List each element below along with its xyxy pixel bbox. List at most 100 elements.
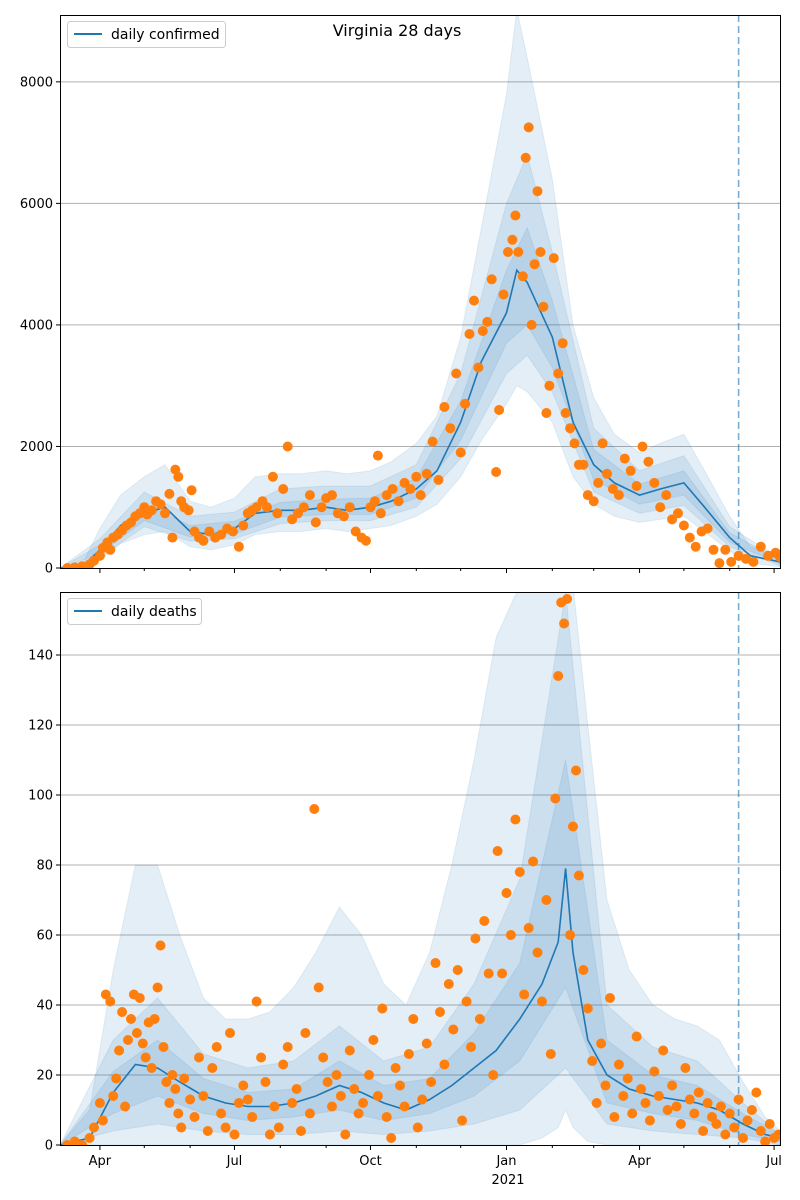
bot-x-tick-label: Apr [89,1154,112,1169]
bot-observed-point [760,1136,771,1145]
bot-observed-point [167,1070,178,1080]
top-observed-point [405,484,416,494]
top-observed-point [748,556,759,567]
bot-observed-point [114,1045,125,1056]
bot-observed-point [430,958,441,968]
top-observed-point [473,362,484,373]
bot-observed-point [742,1115,753,1126]
bot-observed-point [631,1031,642,1042]
bot-observed-point [120,1101,131,1112]
bot-observed-point [278,1059,289,1070]
bot-observed-point [123,1035,133,1045]
top-observed-point [439,402,450,412]
bot-observed-point [287,1098,298,1108]
bot-observed-point [461,996,472,1007]
bot-observed-point [364,1070,374,1080]
bot-observed-point [282,1042,293,1052]
bot-observed-point [537,996,547,1007]
top-observed-point [262,502,272,513]
top-observed-point [387,484,398,494]
bot-observed-point [256,1052,267,1063]
bot-observed-point [251,996,262,1007]
top-observed-point [503,247,513,257]
bot-observed-point [198,1091,209,1101]
top-observed-point [535,247,546,257]
bot-observed-point [510,814,521,825]
top-observed-point [77,561,88,568]
top-observed-point [544,380,555,391]
bot-observed-point [671,1101,682,1112]
bot-observed-point [220,1122,231,1133]
top-observed-point [310,517,321,528]
bot-observed-point [613,1059,624,1070]
bot-observed-point [479,916,490,926]
bot-observed-point [680,1063,691,1073]
top-observed-point [553,368,564,379]
bot-observed-point [698,1126,709,1136]
bot-observed-point [152,982,163,993]
bot-observed-point [211,1042,222,1052]
bot-observed-point [111,1073,122,1084]
top-model-series-line [60,268,780,568]
bot-observed-point [519,989,530,1000]
top-observed-point [228,526,238,537]
top-observed-point [593,477,604,488]
bot-observed-point [126,1014,136,1024]
top-observed-point [541,408,552,418]
bot-observed-point [443,979,454,989]
bot-observed-point [327,1101,337,1112]
bot-observed-point [653,1091,664,1101]
bot-observed-point [658,1045,669,1056]
bot-observed-point [300,1028,311,1038]
top-observed-point [445,423,456,434]
bot-observed-point [689,1108,700,1119]
bot-observed-point [523,923,534,933]
bot-observed-point [242,1094,253,1105]
bot-observed-point [582,1003,593,1014]
bot-y-tick-label: 120 [28,719,53,734]
bot-observed-point [724,1108,735,1119]
bot-observed-point [229,1129,240,1140]
bot-observed-point [720,1129,731,1140]
deaths-legend-label: daily deaths [111,604,197,620]
bot-x-tick-label: Jan [495,1154,516,1169]
bot-observed-point [155,940,166,951]
top-observed-point [369,496,380,507]
bot-observed-point [173,1108,184,1119]
bot-observed-point [296,1126,306,1136]
bot-observed-point [225,1028,235,1038]
bot-x-tick-label: Jul [226,1154,243,1169]
top-observed-point [233,541,244,552]
top-observed-point [94,550,105,561]
top-y-tick-label: 8000 [20,75,53,90]
top-observed-point [588,496,599,507]
bot-observed-point [161,1077,172,1087]
top-observed-point [532,186,543,197]
confirmed-legend-box [67,21,226,48]
bot-observed-point [194,1052,204,1063]
bot-observed-point [439,1059,450,1070]
bot-observed-point [764,1119,775,1129]
top-observed-point [655,502,666,513]
bot-observed-point [609,1112,620,1122]
top-observed-point [278,484,289,494]
deaths-uncertainty-bands [60,592,780,1145]
bot-observed-point [532,947,543,958]
bot-observed-point [273,1122,284,1133]
bot-observed-point [233,1098,244,1108]
top-observed-point [557,338,568,349]
top-observed-point [578,459,589,470]
bot-observed-point [452,965,463,975]
bot-band-middle [60,592,780,1145]
deaths-y-ticks: 0 20 40 60 80 100 120 140 [28,649,60,1154]
bot-y-tick-label: 0 [45,1139,53,1154]
bot-y-tick-label: 140 [28,649,53,664]
bot-observed-point [457,1115,468,1126]
bot-observed-point [636,1084,646,1094]
top-observed-point [238,520,249,531]
bot-observed-point [470,933,481,944]
bot-observed-point [164,1098,175,1108]
bot-observed-point [399,1101,410,1112]
top-observed-point [173,471,184,482]
bot-observed-point [94,1098,105,1108]
